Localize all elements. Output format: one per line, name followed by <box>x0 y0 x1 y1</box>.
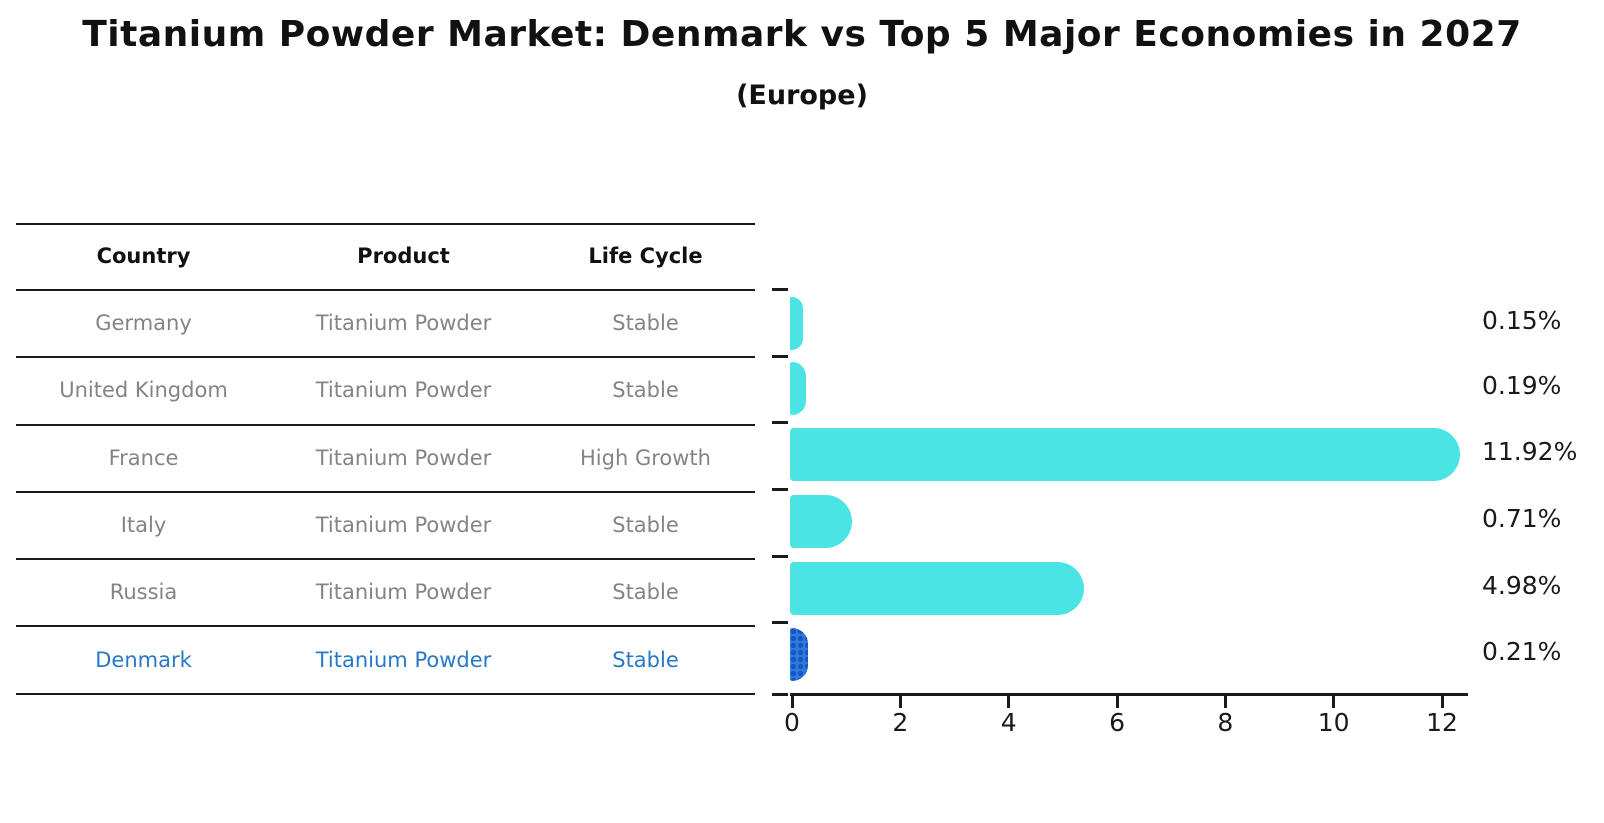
cell-lifecycle: Stable <box>612 512 679 537</box>
bar-russia <box>790 561 1084 615</box>
cell-country: France <box>108 445 179 470</box>
y-axis-tick <box>772 620 788 624</box>
x-axis-tick-label: 12 <box>1426 708 1458 737</box>
column-header-product: Product <box>357 244 450 269</box>
y-axis-tick <box>772 487 788 491</box>
table-header-row: Country Product Life Cycle <box>16 225 755 291</box>
cell-lifecycle: Stable <box>612 311 679 336</box>
table-row: Russia Titanium Powder Stable <box>16 560 755 628</box>
y-axis-tick <box>772 420 788 424</box>
x-axis-tick-label: 6 <box>1109 708 1125 737</box>
x-axis-tick <box>1440 696 1444 708</box>
cell-lifecycle: Stable <box>612 580 679 605</box>
column-header-lifecycle: Life Cycle <box>588 244 703 269</box>
value-label-denmark: 0.21% <box>1482 637 1562 666</box>
cell-product: Titanium Powder <box>315 512 492 537</box>
y-axis-tick <box>772 554 788 558</box>
y-axis-tick <box>772 692 788 696</box>
x-axis-tick <box>790 696 794 708</box>
cell-product: Titanium Powder <box>315 647 492 672</box>
bar-denmark <box>790 627 809 681</box>
cell-lifecycle: Stable <box>612 647 679 672</box>
value-label-germany: 0.15% <box>1482 306 1562 335</box>
value-label-russia: 4.98% <box>1482 571 1562 600</box>
x-axis-tick-label: 10 <box>1317 708 1350 737</box>
x-axis-tick <box>1007 696 1011 708</box>
bar-france <box>790 427 1460 481</box>
country-table: Country Product Life Cycle Germany Titan… <box>16 223 755 695</box>
table-row: France Titanium Powder High Growth <box>16 426 755 493</box>
cell-lifecycle: Stable <box>612 378 679 403</box>
column-header-country: Country <box>96 244 191 269</box>
x-axis-tick-label: 8 <box>1217 708 1234 737</box>
x-axis-line <box>790 693 1468 696</box>
table-row: Denmark Titanium Powder Stable <box>16 627 755 695</box>
cell-country: United Kingdom <box>59 378 228 403</box>
value-label-france: 11.92% <box>1482 437 1578 466</box>
x-axis-tick <box>1115 696 1119 708</box>
value-label-italy: 0.71% <box>1482 504 1562 533</box>
bar-germany <box>790 296 803 350</box>
cell-product: Titanium Powder <box>315 445 492 470</box>
table-row: Germany Titanium Powder Stable <box>16 291 755 359</box>
bar-united-kingdom <box>790 361 807 415</box>
x-axis-tick <box>1223 696 1227 708</box>
x-axis-tick-label: 4 <box>1000 708 1017 737</box>
x-axis-tick-label: 0 <box>784 708 800 737</box>
chart-title: Titanium Powder Market: Denmark vs Top 5… <box>82 14 1522 55</box>
table-row: United Kingdom Titanium Powder Stable <box>16 358 755 426</box>
cell-product: Titanium Powder <box>315 580 492 605</box>
chart-subtitle: (Europe) <box>736 80 868 111</box>
cell-lifecycle: High Growth <box>580 445 711 470</box>
value-label-united-kingdom: 0.19% <box>1482 371 1562 400</box>
y-axis-tick <box>772 354 788 358</box>
x-axis-tick-label: 2 <box>892 708 909 737</box>
x-axis-tick <box>898 696 902 708</box>
cell-country: Italy <box>120 512 167 537</box>
cell-product: Titanium Powder <box>315 378 492 403</box>
cell-country: Denmark <box>95 647 192 672</box>
x-axis-tick <box>1332 696 1336 708</box>
cell-country: Germany <box>95 311 192 336</box>
table-row: Italy Titanium Powder Stable <box>16 493 755 561</box>
y-axis-tick <box>772 287 788 291</box>
table-body: Germany Titanium Powder Stable United Ki… <box>16 291 755 695</box>
cell-product: Titanium Powder <box>315 311 492 336</box>
cell-country: Russia <box>109 580 178 605</box>
bar-italy <box>790 494 852 548</box>
